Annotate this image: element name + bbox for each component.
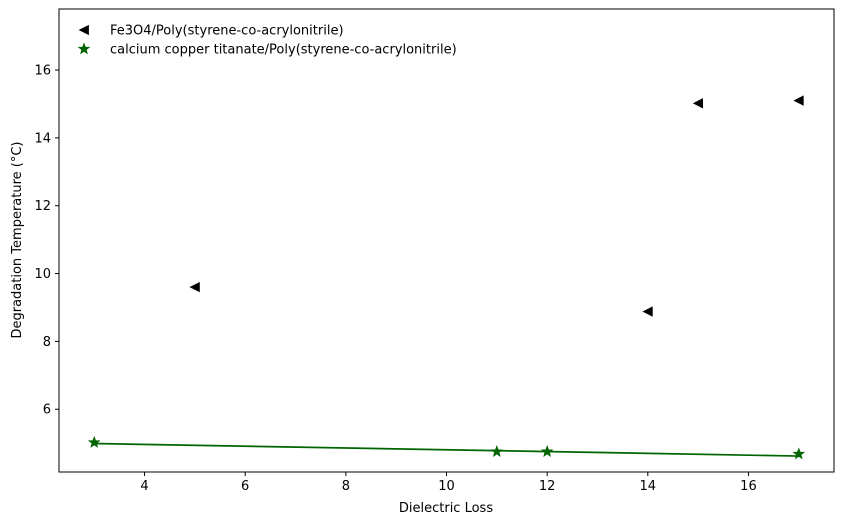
data-point xyxy=(642,306,653,317)
series xyxy=(87,435,806,460)
legend-label: calcium copper titanate/Poly(styrene-co-… xyxy=(110,43,457,58)
x-axis-label: Dielectric Loss xyxy=(399,501,493,516)
data-point xyxy=(792,447,806,460)
x-axis-ticks: 4 6 8 10 12 14 16 xyxy=(140,472,757,494)
data-point xyxy=(540,445,554,458)
data-point xyxy=(87,435,101,448)
plot-area xyxy=(58,8,835,473)
data-point xyxy=(189,281,200,293)
legend-marker xyxy=(78,24,89,36)
x-tick-label: 12 xyxy=(539,479,556,494)
x-tick-label: 4 xyxy=(140,479,148,494)
x-tick-label: 16 xyxy=(740,479,757,494)
series xyxy=(189,95,804,317)
data-point xyxy=(490,445,504,458)
x-tick-label: 6 xyxy=(241,479,249,494)
fit-line xyxy=(94,442,799,457)
legend-label: Fe3O4/Poly(styrene-co-acrylonitrile) xyxy=(110,24,344,39)
legend: Fe3O4/Poly(styrene-co-acrylonitrile) calc… xyxy=(77,24,457,58)
series-layer xyxy=(87,95,806,460)
data-point xyxy=(692,98,704,109)
x-tick-label: 8 xyxy=(342,479,350,494)
x-tick-label: 14 xyxy=(640,479,657,494)
y-tick-label: 16 xyxy=(34,64,51,79)
legend-marker xyxy=(77,42,91,55)
y-tick-label: 8 xyxy=(43,335,51,350)
y-tick-label: 12 xyxy=(34,199,51,214)
y-tick-label: 6 xyxy=(43,403,51,418)
y-tick-label: 10 xyxy=(34,267,51,282)
y-tick-label: 14 xyxy=(34,131,51,146)
y-axis-label: Degradation Temperature (°C) xyxy=(10,141,25,338)
y-axis-ticks: 6 8 10 12 14 16 xyxy=(34,64,59,418)
data-point xyxy=(793,95,804,106)
x-tick-label: 10 xyxy=(438,479,455,494)
